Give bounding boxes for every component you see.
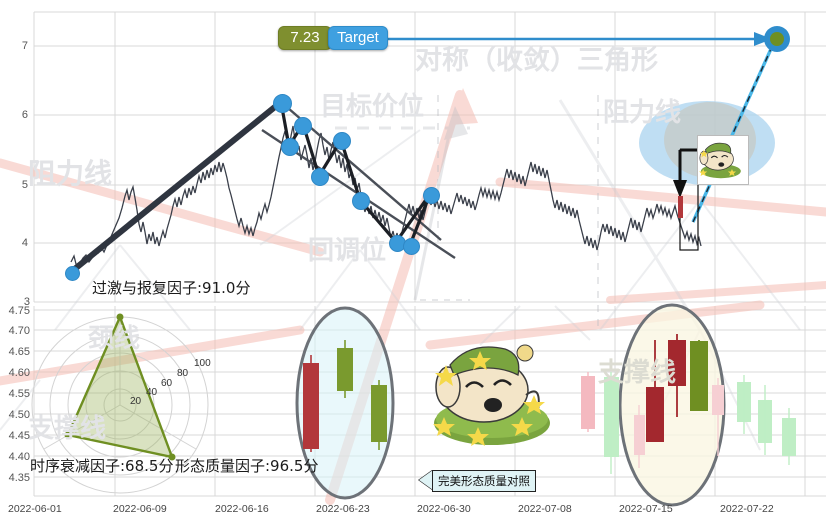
target-end-inner-dot (770, 32, 784, 46)
target-projection-line (691, 39, 777, 223)
wave-marker-1[interactable] (65, 266, 80, 281)
radar-tick-20: 20 (130, 396, 142, 407)
xtick-2022-06-30: 2022-06-30 (417, 503, 471, 515)
wave-marker-6[interactable] (333, 132, 351, 150)
target-arrow (388, 32, 772, 46)
radar-tick-60: 60 (161, 378, 173, 389)
watermark-support-right: 支撑线 (598, 358, 677, 388)
wave-marker-3[interactable] (281, 138, 299, 156)
watermark-support-left: 支撑线 (28, 414, 107, 444)
wave-marker-9[interactable] (423, 187, 440, 204)
xtick-2022-07-15: 2022-07-15 (619, 503, 673, 515)
wave-marker-4[interactable] (294, 117, 312, 135)
xtick-2022-06-01: 2022-06-01 (8, 503, 62, 515)
entry-signal-box (673, 148, 713, 251)
pattern-overlay-shapes (0, 88, 826, 505)
radar-tick-40: 40 (146, 387, 158, 398)
ytick-pattern-455: 4.55 (8, 388, 30, 400)
ytick-pattern-465: 4.65 (8, 346, 30, 358)
ytick-price-4: 4 (21, 237, 28, 249)
xtick-2022-06-09: 2022-06-09 (113, 503, 167, 515)
xtick-2022-07-22: 2022-07-22 (720, 503, 774, 515)
dog-inset-icon (699, 142, 741, 179)
dog-inset-thumbnail (697, 135, 749, 185)
wave-marker-7[interactable] (352, 192, 370, 210)
radar-polygon (66, 313, 174, 459)
ytick-price-7: 7 (21, 40, 28, 52)
pattern-overlay-grey (0, 95, 801, 451)
factor-time-decay-label: 时序衰减因子:68.5分 (30, 457, 174, 475)
radar-chart (31, 313, 209, 494)
sleeping-dog-mascot (433, 344, 550, 446)
radar-tick-80: 80 (177, 368, 189, 379)
candles-right-area (581, 303, 796, 507)
watermark-neckline: 颈线 (88, 324, 141, 354)
watermark-resistance-right: 阻力线 (603, 98, 682, 128)
callout-arrow-icon (419, 470, 433, 490)
wave-marker-10[interactable] (403, 238, 420, 255)
ytick-pattern-450: 4.50 (8, 409, 30, 421)
ytick-price-5: 5 (21, 179, 28, 191)
ytick-pattern-435: 4.35 (8, 472, 30, 484)
impulse-trend-line (69, 99, 283, 275)
factor-pattern-quality-label: 形态质量因子:96.5分 (175, 457, 319, 475)
ytick-pattern-440: 4.40 (8, 451, 30, 463)
candles-left-cluster (295, 306, 395, 500)
ytick-pattern-top: 3 (23, 296, 30, 308)
wave-marker-2[interactable] (273, 94, 292, 113)
xtick-2022-06-16: 2022-06-16 (215, 503, 269, 515)
factor-overreaction-label: 过激与报复因子:91.0分 (92, 279, 251, 297)
pattern-comparison-callout: 完美形态质量对照 (432, 470, 536, 492)
radar-tick-100: 100 (194, 358, 211, 369)
xtick-2022-06-23: 2022-06-23 (316, 503, 370, 515)
watermark-retracement: 回调位 (308, 236, 387, 266)
watermark-symmetric-triangle: 对称（收敛）三角形 (415, 45, 658, 76)
ytick-pattern-470: 4.70 (8, 325, 30, 337)
watermark-resistance-left: 阻力线 (28, 157, 113, 190)
wave-marker-5[interactable] (311, 168, 329, 186)
ytick-pattern-475: 4.75 (8, 305, 30, 317)
ytick-pattern-460: 4.60 (8, 367, 30, 379)
watermark-target-price: 目标价位 (320, 92, 425, 122)
ytick-price-6: 6 (21, 109, 28, 121)
target-value-badge[interactable]: 7.23 (278, 26, 332, 50)
ytick-pattern-445: 4.45 (8, 430, 30, 442)
xtick-2022-07-08: 2022-07-08 (518, 503, 572, 515)
target-label-badge[interactable]: Target (328, 26, 388, 50)
